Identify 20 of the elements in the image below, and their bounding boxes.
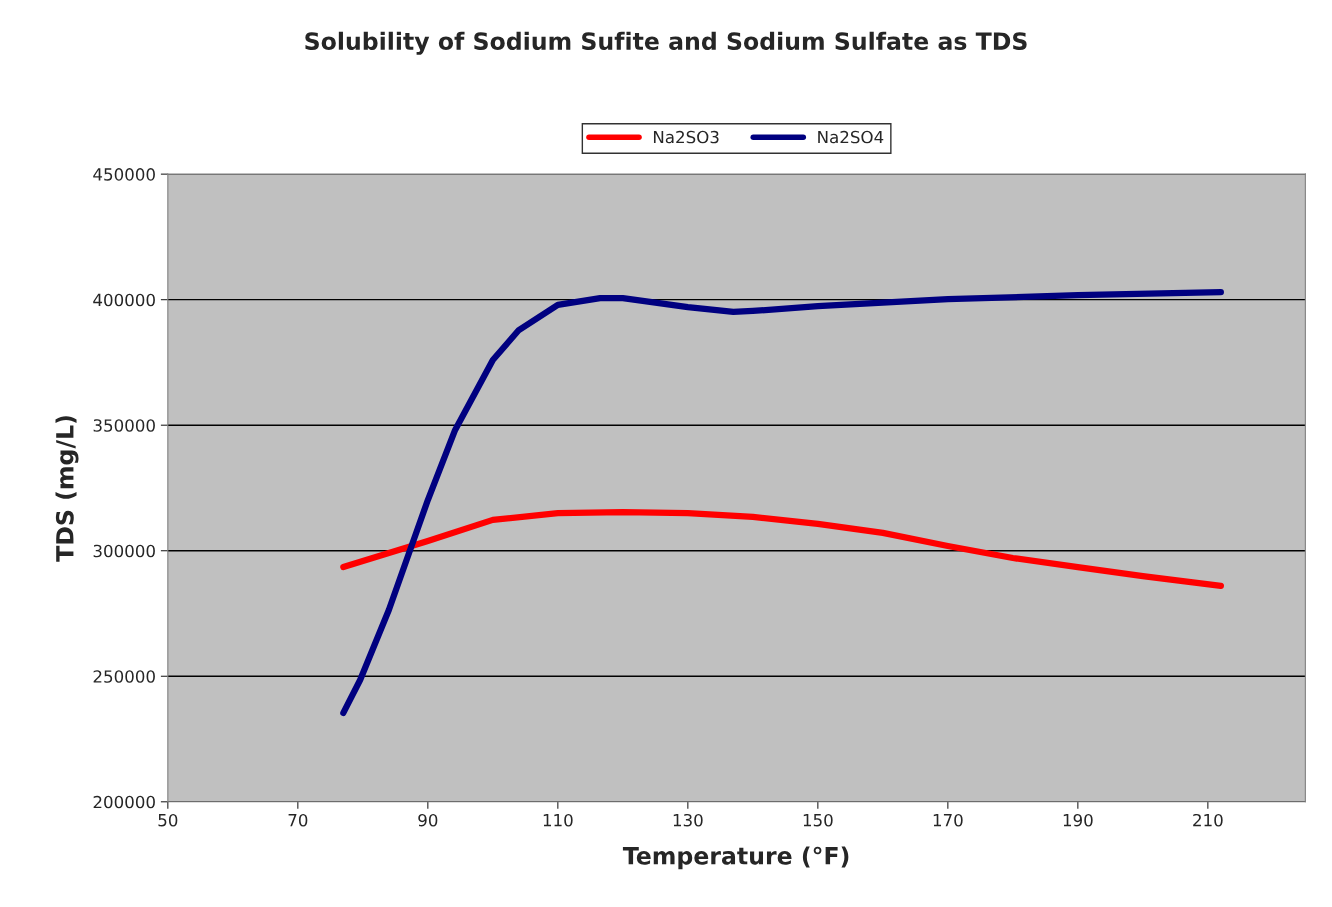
x-tick-label: 90: [418, 813, 438, 827]
x-tick-label: 70: [288, 813, 308, 827]
x-axis-title: Temperature (°F): [622, 846, 849, 870]
y-tick-label: 200000: [93, 795, 155, 809]
x-tick-label: 210: [1193, 813, 1223, 827]
x-tick-label: 50: [158, 813, 178, 827]
y-axis-title: TDS (mg/L): [55, 416, 79, 562]
x-tick-label: 170: [933, 813, 963, 827]
x-tick-label: 190: [1063, 813, 1093, 827]
legend-label: Na2SO3: [653, 130, 719, 144]
x-tick-label: 150: [803, 813, 833, 827]
chart-title: Solubility of Sodium Sufite and Sodium Sulfate as TDS: [305, 31, 1027, 55]
x-tick-label: 130: [673, 813, 703, 827]
y-tick-label: 400000: [93, 293, 155, 307]
y-tick-label: 350000: [93, 419, 155, 432]
y-tick-label: 250000: [93, 670, 155, 683]
legend-label: Na2SO4: [818, 130, 884, 144]
x-tick-label: 110: [543, 813, 573, 827]
y-tick-label: 450000: [93, 168, 155, 181]
y-tick-label: 300000: [93, 544, 155, 558]
